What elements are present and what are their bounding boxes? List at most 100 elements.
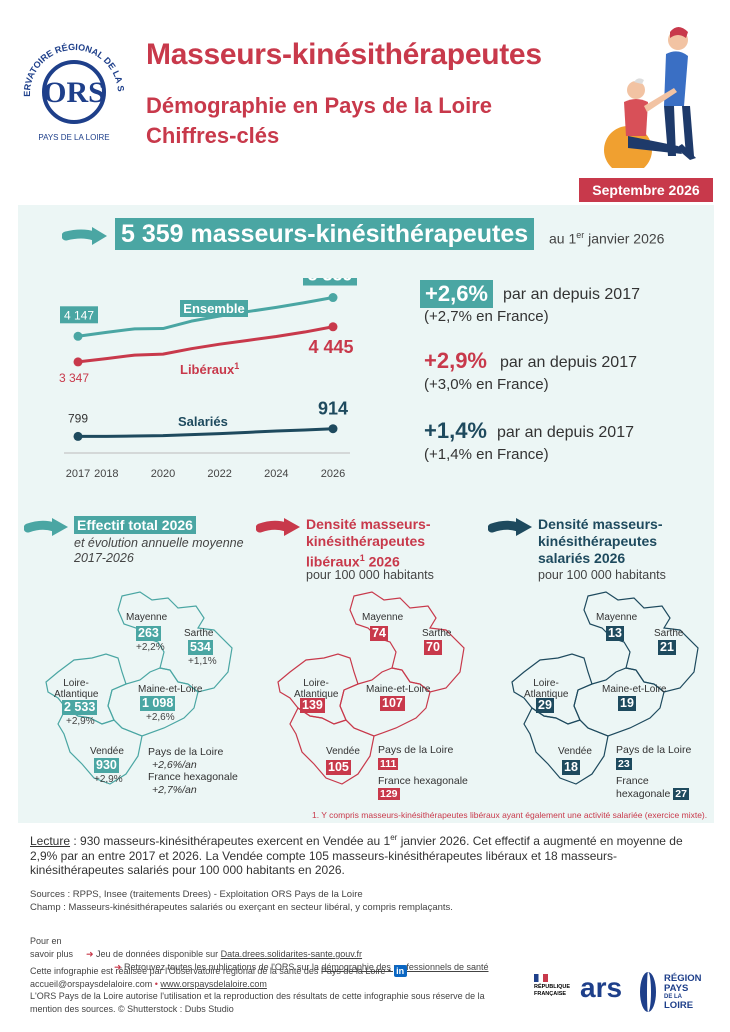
evol-sarthe: +1,1% — [188, 656, 217, 667]
headline-date: au 1er janvier 2026 — [549, 230, 665, 247]
arrow-right-icon — [24, 518, 68, 536]
series-end-point — [328, 293, 338, 303]
sources: Sources : RPPS, Insee (traitements Drees… — [30, 889, 453, 913]
map-salaries: Mayenne 13 Sarthe 21 Loire-Atlantique 29… — [484, 588, 704, 800]
value-maine-et-loire: 1 098 — [140, 696, 176, 711]
map-salaries-title: Densité masseurs-kinésithérapeutes salar… — [538, 516, 663, 566]
credits: Cette infographie est réalisée par l'Obs… — [30, 965, 485, 1014]
series-name: Ensemble — [183, 301, 244, 316]
series-start-label: 4 147 — [64, 308, 94, 322]
x-tick-label: 2022 — [207, 468, 231, 480]
value-mayenne: 13 — [606, 626, 624, 641]
value-maine-et-loire: 107 — [380, 696, 405, 711]
value-loire-atlantique: 2 533 — [62, 700, 98, 715]
series-end-label: 4 445 — [308, 337, 353, 357]
dept-label-sarthe: Sarthe — [184, 628, 214, 639]
map-effectif: Mayenne 263 +2,2% Sarthe 534 +1,1% Loire… — [18, 588, 238, 798]
date-badge: Septembre 2026 — [579, 178, 713, 202]
value-maine-et-loire: 19 — [618, 696, 636, 711]
stat-liberaux-value: +2,9% — [424, 348, 487, 373]
series-line — [77, 325, 334, 364]
ors-logo: ORS OBSERVATOIRE RÉGIONAL DE LA SANTÉ PA… — [18, 34, 126, 142]
map-legend: Pays de la Loire +2,6%/an France hexagon… — [148, 746, 238, 796]
dept-label-loire-atlantique: Loire-Atlantique — [54, 678, 99, 700]
map-liberaux: Mayenne 74 Sarthe 70 Loire-Atlantique 13… — [250, 588, 470, 800]
evol-maine-et-loire: +2,6% — [146, 712, 175, 723]
dept-label-vendee: Vendée — [558, 746, 592, 757]
stat-salaries-value: +1,4% — [424, 418, 487, 443]
series-end-point — [328, 322, 338, 332]
linkedin-icon[interactable]: in — [393, 965, 407, 977]
evol-mayenne: +2,2% — [136, 642, 165, 653]
series-start-point — [73, 357, 83, 367]
start-label-bg — [60, 306, 98, 324]
value-vendee: 930 — [94, 758, 119, 773]
dept-label-maine-et-loire: Maine-et-Loire — [602, 684, 667, 695]
map-effectif-subtitle: et évolution annuelle moyenne 2017-2026 — [74, 536, 244, 565]
dept-label-maine-et-loire: Maine-et-Loire — [366, 684, 431, 695]
stat-ensemble-france: (+2,7% en France) — [424, 308, 549, 325]
dept-label-loire-atlantique: Loire-Atlantique — [294, 678, 339, 700]
website-link[interactable]: www.orspaysdelaloire.com — [160, 978, 267, 989]
series-name: Libéraux1 — [180, 361, 239, 377]
value-mayenne: 74 — [370, 626, 388, 641]
series-line — [77, 427, 334, 438]
region-logo: RÉGION PAYS DE LA LOIRE — [664, 973, 702, 1011]
series-start-label: 3 347 — [59, 371, 89, 385]
page-subtitle-2: Chiffres-clés — [146, 123, 280, 148]
value-loire-atlantique: 139 — [300, 698, 325, 713]
stat-ensemble-text: par an depuis 2017 — [503, 286, 640, 303]
stat-liberaux-france: (+3,0% en France) — [424, 376, 549, 393]
stat-ensemble-value: +2,6% — [420, 280, 493, 308]
map-liberaux-title: Densité masseurs-kinésithérapeutes libér… — [306, 516, 431, 570]
evol-loire-atlantique: +2,9% — [66, 716, 95, 727]
series-end-point — [328, 424, 338, 434]
value-vendee: 18 — [562, 760, 580, 775]
page-title: Masseurs-kinésithérapeutes — [146, 38, 542, 71]
email-link[interactable]: accueil@orspaysdelaloire.com — [30, 978, 153, 989]
trend-chart: 2017 2018 2020 2022 2024 2026 4 147 5 359 Ensemb… — [59, 278, 357, 480]
dept-label-vendee: Vendée — [90, 746, 124, 757]
series-name: Salariés — [178, 414, 228, 429]
x-tick-label: 2020 — [151, 468, 175, 480]
series-line — [77, 296, 334, 338]
x-tick-label: 2026 — [321, 468, 345, 480]
map-outline — [277, 591, 465, 785]
drees-data-link[interactable]: Data.drees.solidarites-sante.gouv.fr — [220, 949, 363, 959]
map-effectif-title: Effectif total 2026 — [74, 516, 196, 534]
series-name-bg — [180, 300, 248, 317]
stat-salaries-france: (+1,4% en France) — [424, 446, 549, 463]
arrow-right-icon — [62, 227, 107, 245]
republique-francaise-logo: RÉPUBLIQUE FRANÇAISE — [534, 974, 570, 997]
dept-label-loire-atlantique: Loire-Atlantique — [524, 678, 569, 700]
value-sarthe: 70 — [424, 640, 442, 655]
headline-total: 5 359 masseurs-kinésithérapeutes — [115, 218, 535, 250]
region-logo-mark — [640, 972, 656, 1012]
evol-vendee: +2,9% — [94, 774, 123, 785]
svg-text:PAYS DE LA LOIRE: PAYS DE LA LOIRE — [38, 133, 109, 142]
arrow-right-icon — [256, 518, 300, 536]
map-salaries-subtitle: pour 100 000 habitants — [538, 568, 666, 582]
x-tick-label: 2018 — [94, 468, 118, 480]
page-subtitle: Démographie en Pays de la Loire — [146, 93, 493, 118]
end-label-bg — [303, 278, 357, 286]
partner-logos: RÉPUBLIQUE FRANÇAISE ars RÉGION PAYS DE … — [534, 970, 714, 1020]
map-liberaux-subtitle: pour 100 000 habitants — [306, 568, 434, 582]
series-end-label: 5 359 — [307, 278, 352, 285]
dept-label-vendee: Vendée — [326, 746, 360, 757]
arrow-right-icon — [488, 518, 532, 536]
value-sarthe: 21 — [658, 640, 676, 655]
map-legend: Pays de la Loire 23 France hexagonale 27 — [616, 744, 692, 800]
series-start-point — [73, 331, 83, 341]
value-vendee: 105 — [326, 760, 351, 775]
series-start-point — [73, 431, 83, 441]
map-legend: Pays de la Loire 111 France hexagonale 1… — [378, 744, 468, 800]
value-mayenne: 263 — [136, 626, 161, 641]
logo-mark: ORS — [43, 76, 105, 109]
footnote: 1. Y compris masseurs-kinésithérapeutes … — [312, 810, 708, 820]
lecture-note: Lecture : 930 masseurs-kinésithérapeutes… — [30, 833, 683, 877]
x-tick-label: 2017 — [66, 468, 90, 480]
x-tick-label: 2024 — [264, 468, 288, 480]
dept-label-sarthe: Sarthe — [654, 628, 684, 639]
dept-label-mayenne: Mayenne — [126, 612, 168, 623]
